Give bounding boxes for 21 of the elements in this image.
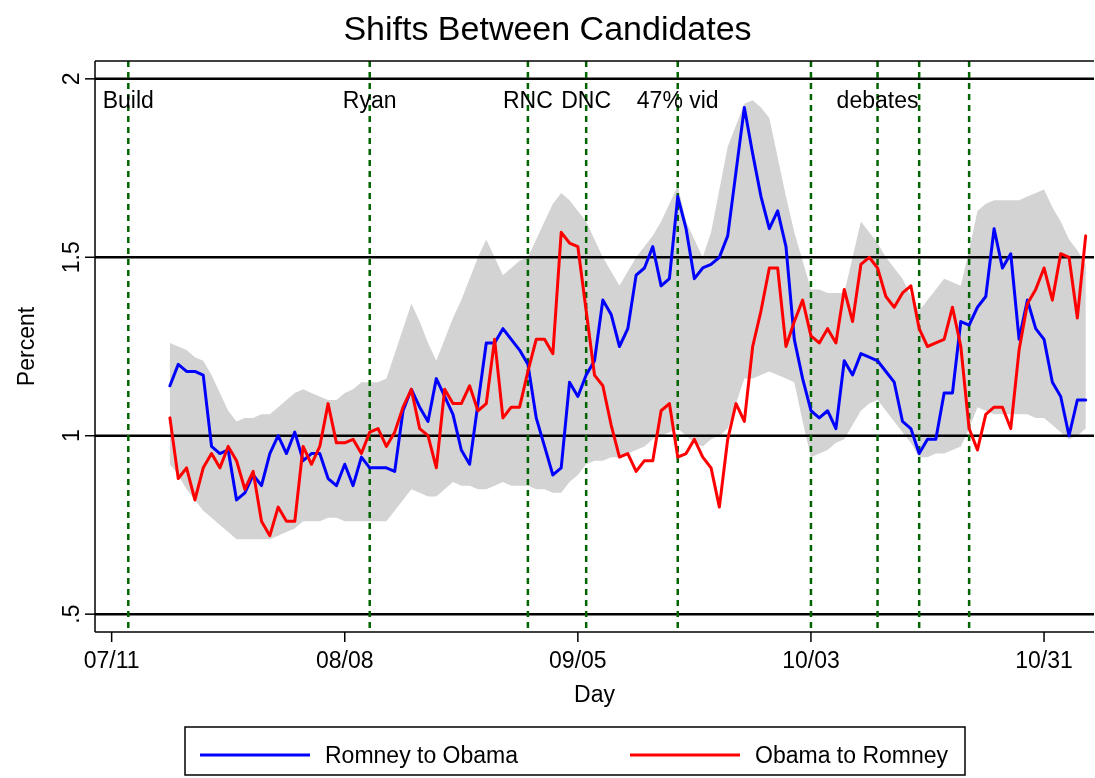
ref-line-label: debates: [836, 87, 919, 113]
x-tick-label: 10/31: [1015, 647, 1073, 673]
legend-label: Romney to Obama: [325, 742, 519, 768]
x-tick-label: 08/08: [315, 647, 374, 673]
x-tick-label: 09/05: [549, 647, 607, 673]
chart-title: Shifts Between Candidates: [343, 9, 752, 47]
legend-label: Obama to Romney: [755, 742, 949, 768]
ref-line-label: DNC: [561, 87, 612, 113]
y-tick-label: 1: [58, 429, 84, 443]
x-axis-title: Day: [574, 681, 616, 707]
y-axis-title: Percent: [13, 306, 39, 387]
x-tick-label: 10/03: [782, 647, 840, 673]
y-tick-label: 1.5: [58, 241, 84, 274]
x-tick-label: 07/11: [83, 647, 140, 673]
y-tick-label: .5: [58, 604, 84, 624]
y-tick-label: 2: [58, 72, 84, 86]
ref-line-label: Ryan: [342, 87, 397, 113]
line-series: [168, 230, 1088, 538]
ref-line-label: Build: [102, 87, 154, 113]
ref-line-label: RNC: [502, 87, 553, 113]
ref-line-label: 47% vid: [636, 87, 719, 113]
